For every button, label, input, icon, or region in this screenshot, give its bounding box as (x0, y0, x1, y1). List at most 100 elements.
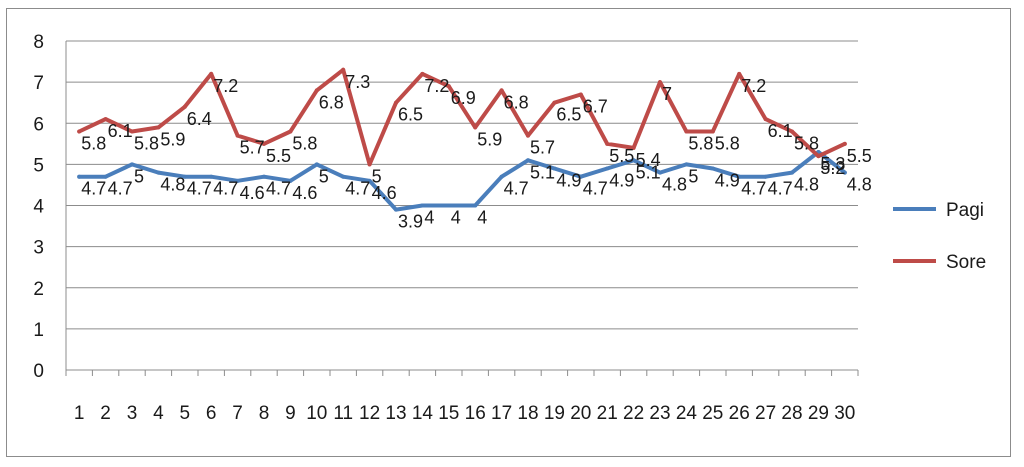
y-tick-label: 4 (33, 197, 44, 218)
data-label-pagi: 4 (451, 208, 461, 228)
data-point-pagi (658, 170, 662, 175)
data-point-pagi (262, 174, 266, 179)
data-point-pagi (552, 166, 557, 171)
data-label-sore: 5.9 (160, 129, 185, 149)
x-tick-label: 23 (649, 403, 670, 424)
data-label-sore: 5.8 (81, 133, 106, 153)
data-label-sore: 5.8 (688, 133, 713, 153)
data-point-pagi (130, 162, 134, 167)
data-point-pagi (77, 174, 82, 179)
data-label-pagi: 5.1 (636, 162, 661, 182)
x-tick-label: 19 (544, 403, 565, 424)
data-label-sore: 5.5 (266, 146, 291, 166)
y-tick-label: 7 (33, 73, 44, 94)
data-label-pagi: 4.7 (345, 179, 370, 199)
data-point-sore (288, 129, 293, 134)
x-tick-label: 10 (306, 403, 327, 424)
data-label-pagi: 4.7 (583, 179, 608, 199)
x-tick-label: 3 (127, 403, 138, 424)
data-point-sore (473, 125, 478, 130)
x-tick-label: 5 (180, 403, 191, 424)
data-label-pagi: 4 (477, 208, 487, 228)
data-label-pagi: 4.8 (662, 175, 687, 195)
series-line-sore (77, 67, 847, 167)
data-point-sore (262, 141, 266, 146)
x-tick-label: 29 (808, 403, 829, 424)
data-point-sore (816, 154, 821, 159)
data-point-pagi (684, 162, 689, 167)
data-label-sore: 6.8 (504, 92, 529, 112)
data-point-sore (420, 71, 425, 76)
data-label-pagi: 5.3 (820, 154, 845, 174)
data-point-pagi (790, 170, 794, 175)
data-point-sore (526, 133, 530, 138)
data-point-pagi (182, 174, 187, 179)
data-point-pagi (367, 178, 372, 183)
x-tick-label: 2 (100, 403, 111, 424)
data-point-pagi (473, 203, 478, 208)
data-label-sore: 7 (662, 84, 672, 104)
series-line-pagi (77, 150, 847, 212)
data-point-pagi (103, 174, 108, 179)
data-point-pagi (156, 170, 161, 175)
y-tick-label: 6 (33, 114, 44, 135)
y-tick-label: 3 (33, 238, 44, 259)
data-point-pagi (710, 166, 715, 171)
x-tick-label: 18 (517, 403, 538, 424)
data-point-pagi (446, 203, 451, 208)
x-tick-label: 1 (74, 403, 85, 424)
data-label-pagi: 4.7 (768, 179, 793, 199)
x-tick-label: 20 (570, 403, 591, 424)
data-label-sore: 6.5 (398, 105, 423, 125)
data-label-pagi: 5 (688, 166, 698, 186)
data-point-sore (684, 129, 689, 134)
data-label-pagi: 4.8 (847, 175, 872, 195)
data-point-pagi (420, 203, 425, 208)
data-label-sore: 6.9 (451, 88, 476, 108)
data-point-sore (499, 88, 504, 93)
data-point-sore (658, 80, 662, 85)
data-point-sore (631, 145, 636, 150)
data-point-sore (235, 133, 240, 138)
data-point-sore (156, 125, 161, 130)
data-point-sore (394, 100, 398, 105)
data-point-pagi (763, 174, 768, 179)
data-point-sore (842, 141, 847, 146)
data-point-sore (737, 71, 742, 76)
data-label-sore: 5.8 (134, 133, 159, 153)
x-tick-label: 6 (206, 403, 217, 424)
legend-label-pagi: Pagi (946, 200, 984, 221)
x-tick-label: 26 (729, 403, 750, 424)
data-label-sore: 6.8 (319, 92, 344, 112)
data-point-pagi (394, 207, 398, 212)
data-label-pagi: 4.7 (504, 179, 529, 199)
data-point-sore (578, 92, 583, 97)
data-point-sore (103, 117, 108, 122)
x-tick-label: 16 (465, 403, 486, 424)
data-point-pagi (842, 170, 847, 175)
x-tick-label: 9 (285, 403, 296, 424)
data-label-sore: 5.8 (715, 133, 740, 153)
legend-label-sore: Sore (946, 252, 986, 273)
x-tick-label: 24 (676, 403, 698, 424)
data-point-pagi (605, 166, 610, 171)
x-tick-label: 4 (153, 403, 164, 424)
data-label-sore: 5.4 (636, 150, 661, 170)
data-label-sore: 5.2 (820, 158, 845, 178)
data-label-pagi: 4.6 (372, 183, 397, 203)
data-point-sore (446, 84, 451, 89)
x-tick-label: 28 (781, 403, 802, 424)
y-tick-label: 5 (33, 155, 44, 176)
x-tick-label: 17 (491, 403, 512, 424)
data-point-sore (763, 117, 768, 122)
data-point-pagi (526, 158, 530, 163)
data-point-pagi (314, 162, 319, 167)
data-label-pagi: 4.7 (266, 179, 291, 199)
data-label-pagi: 4.9 (609, 170, 634, 190)
data-label-pagi: 4.9 (556, 170, 581, 190)
data-point-pagi (209, 174, 214, 179)
data-point-sore (182, 104, 187, 109)
y-tick-label: 1 (33, 320, 44, 341)
y-tick-label: 0 (33, 361, 44, 382)
